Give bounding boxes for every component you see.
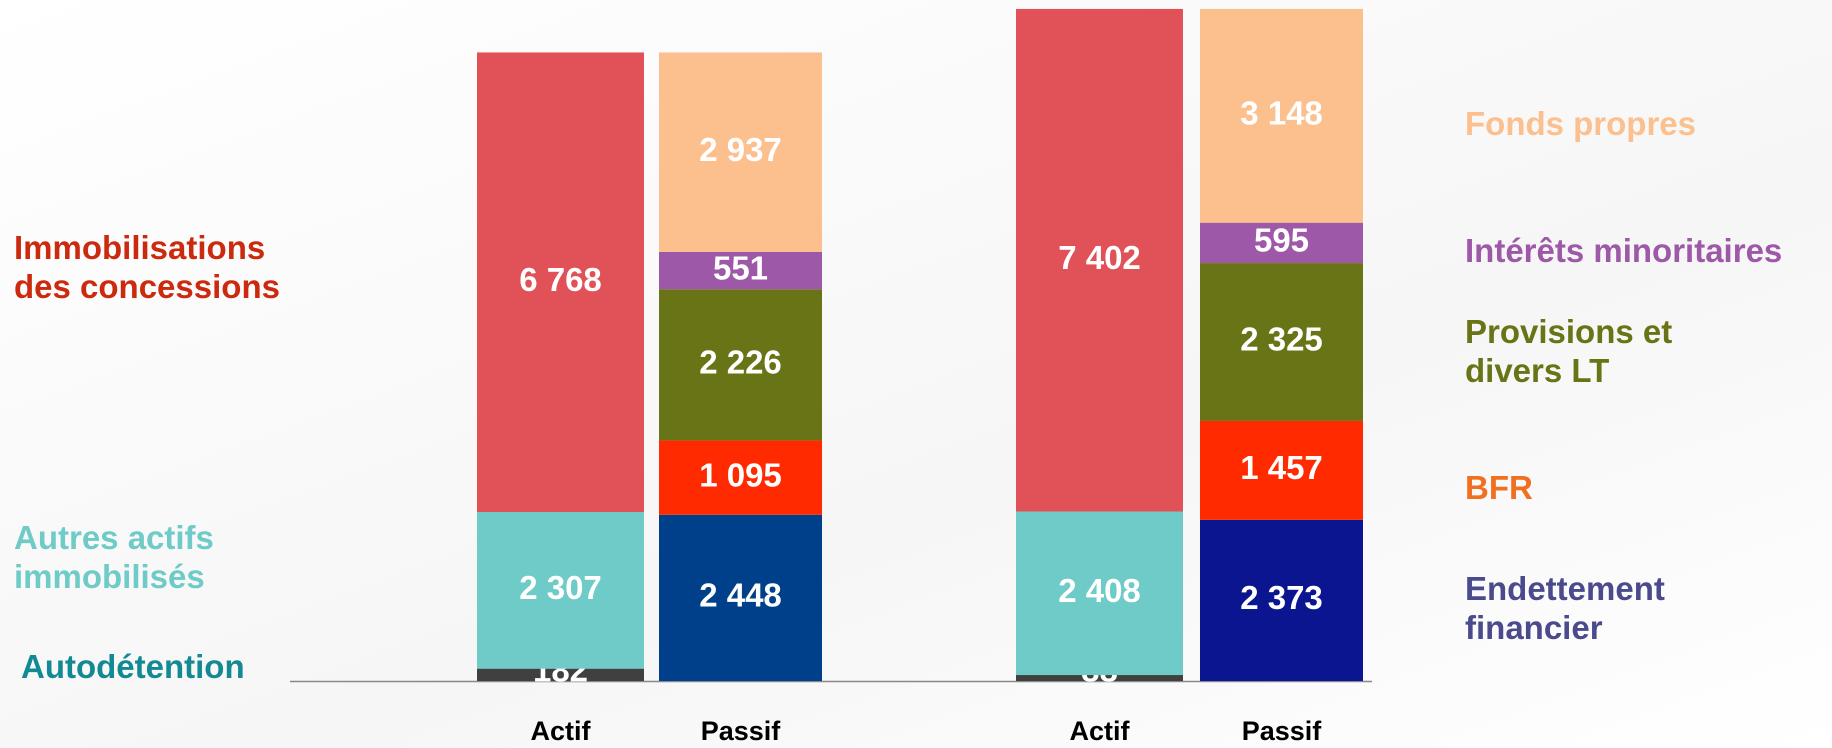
- series-label: Immobilisations des concessions: [14, 229, 280, 305]
- value-label: 2 226: [699, 344, 782, 381]
- bar-segment: [1016, 675, 1183, 681]
- value-label: 6 768: [519, 261, 602, 298]
- series-label: Autodétention: [21, 648, 245, 685]
- x-tick-label: Passif: [1242, 716, 1323, 746]
- series-label: BFR: [1465, 469, 1533, 506]
- bar-segment: [477, 511, 644, 669]
- value-label: 3 148: [1240, 95, 1323, 132]
- series-label: Autres actifs immobilisés: [14, 519, 214, 595]
- bar-segment: [477, 52, 644, 512]
- value-label: 1 095: [699, 456, 782, 493]
- value-label: 595: [1254, 222, 1309, 259]
- bar-segment: [659, 251, 822, 290]
- bar-segment: [1016, 8, 1183, 512]
- value-label: 551: [713, 249, 768, 286]
- bar-segment: [659, 52, 822, 252]
- bar-segment: [1200, 519, 1363, 681]
- x-tick-label: Passif: [701, 716, 782, 746]
- bar-segment: [659, 440, 822, 515]
- x-tick-label: Actif: [531, 716, 592, 746]
- value-label: 2 325: [1240, 321, 1323, 358]
- bar-segment: [1200, 420, 1363, 520]
- bar-segment: [1200, 263, 1363, 421]
- bar-segment: [1200, 222, 1363, 264]
- x-tick-label: Actif: [1070, 716, 1131, 746]
- value-label: 2 937: [699, 131, 782, 168]
- value-label: 2 408: [1058, 572, 1141, 609]
- series-label: Provisions et divers LT: [1465, 313, 1673, 389]
- value-label: 2 448: [699, 577, 782, 614]
- series-label: Endettement financier: [1465, 570, 1665, 646]
- bar-segment: [477, 668, 644, 681]
- value-label: 7 402: [1058, 239, 1141, 276]
- value-label: 2 373: [1240, 579, 1323, 616]
- series-label: Fonds propres: [1465, 105, 1697, 142]
- bar-segment: [659, 289, 822, 441]
- bar-segment: [659, 514, 822, 681]
- value-label: 2 307: [519, 569, 602, 606]
- value-label: 1 457: [1240, 449, 1323, 486]
- bar-segment: [1200, 8, 1363, 223]
- bar-segment: [1016, 511, 1183, 676]
- series-label: Intérêts minoritaires: [1465, 232, 1783, 269]
